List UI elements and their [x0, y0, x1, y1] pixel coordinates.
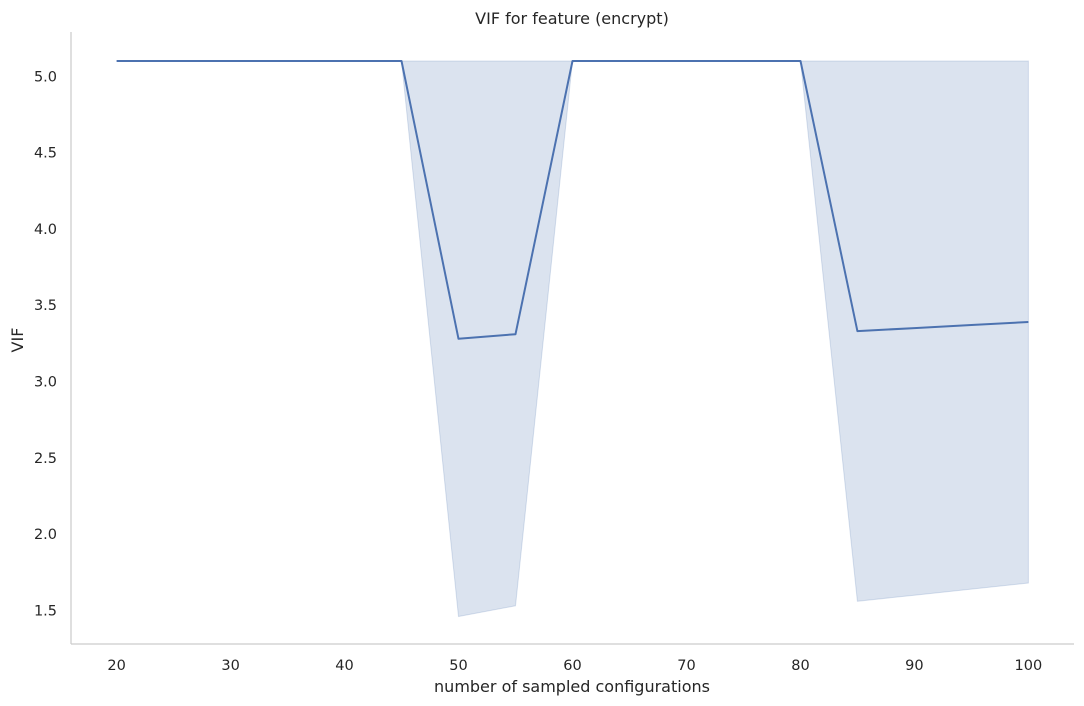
x-tick-label: 100	[1015, 658, 1043, 674]
y-axis-label: VIF	[8, 328, 27, 353]
x-tick-label: 60	[563, 658, 581, 674]
x-tick-label: 50	[449, 658, 467, 674]
x-tick-label: 70	[677, 658, 695, 674]
x-tick-label: 90	[905, 658, 923, 674]
y-tick-label: 1.5	[34, 603, 57, 619]
series-line	[116, 60, 1029, 340]
x-tick-label: 30	[221, 658, 239, 674]
y-tick-label: 4.5	[34, 146, 57, 162]
y-tick-label: 3.5	[34, 298, 57, 314]
x-ticks: 20 30 40 50 60 70 80 90 100	[107, 658, 1042, 674]
y-tick-label: 2.0	[34, 527, 57, 543]
confidence-band	[116, 60, 1029, 618]
chart-title: VIF for feature (encrypt)	[475, 9, 669, 28]
y-tick-label: 2.5	[34, 451, 57, 467]
y-tick-label: 3.0	[34, 375, 57, 391]
x-axis-label: number of sampled configurations	[434, 677, 710, 696]
x-tick-label: 20	[107, 658, 125, 674]
plot-area	[116, 60, 1029, 618]
y-ticks: 1.5 2.0 2.5 3.0 3.5 4.0 4.5 5.0	[34, 69, 57, 619]
x-tick-label: 40	[335, 658, 353, 674]
y-tick-label: 5.0	[34, 69, 57, 85]
x-tick-label: 80	[791, 658, 809, 674]
y-tick-label: 4.0	[34, 222, 57, 238]
